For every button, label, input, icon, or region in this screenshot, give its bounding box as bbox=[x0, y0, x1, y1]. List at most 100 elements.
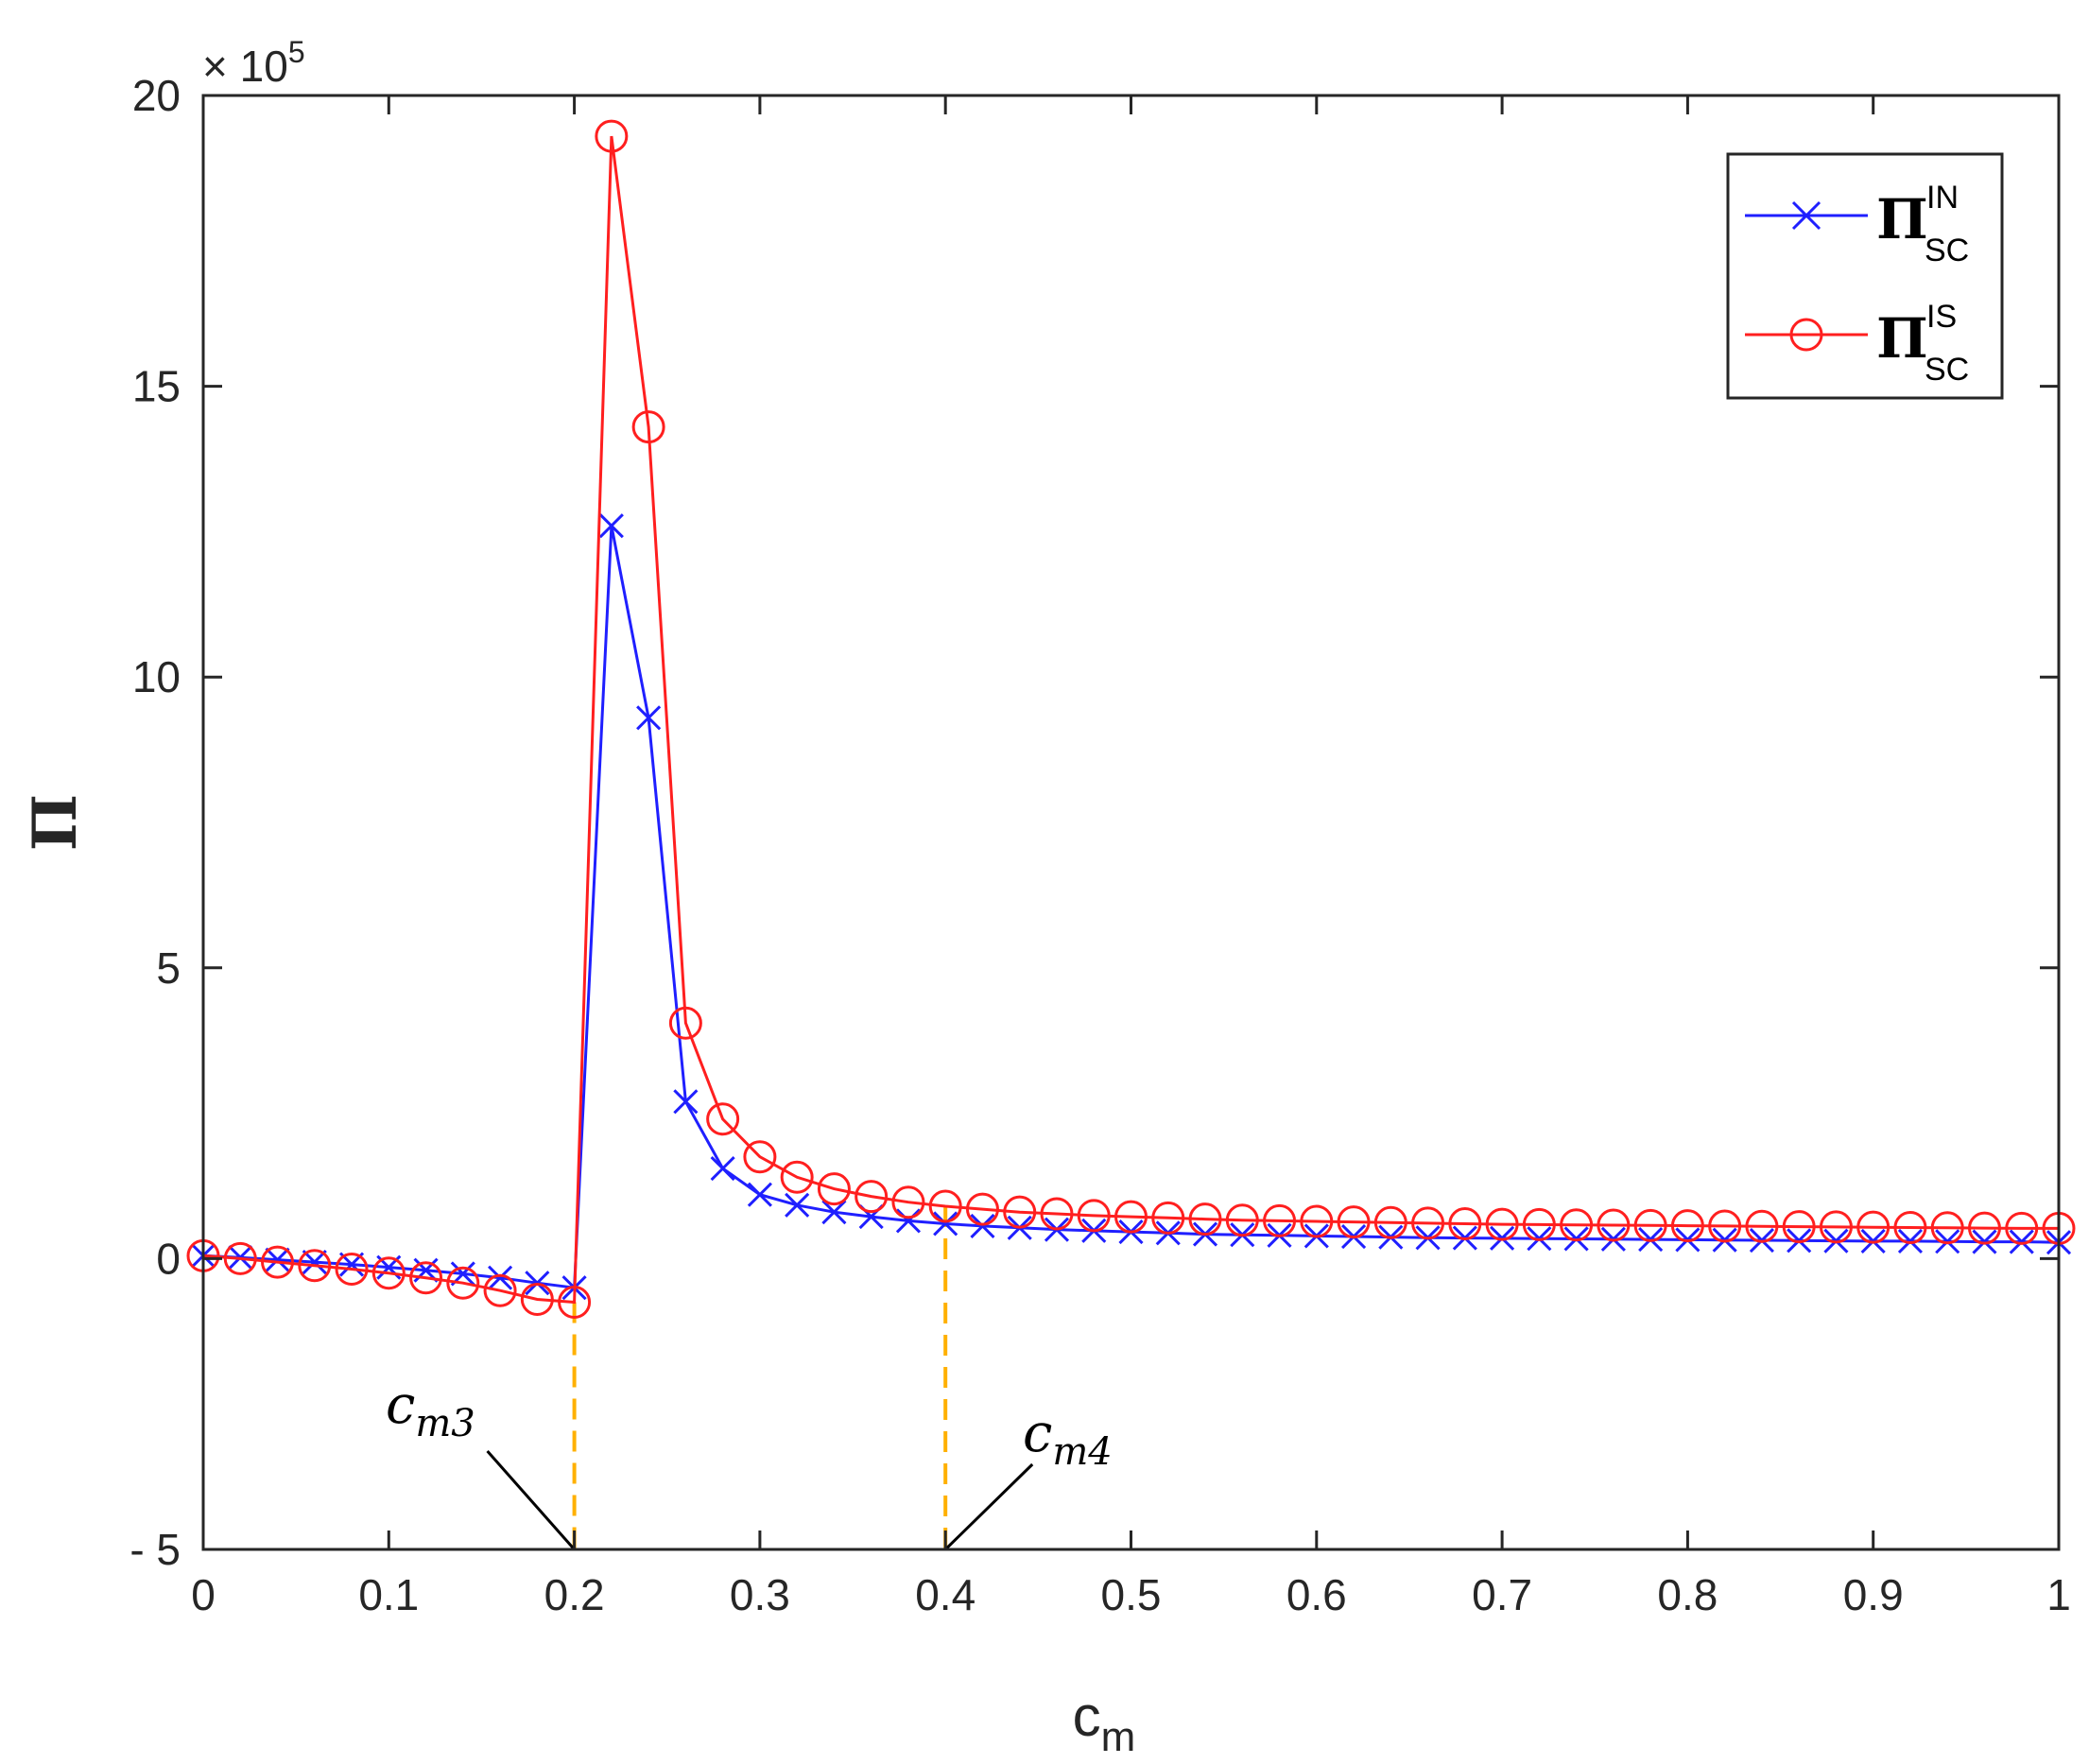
data-point-o bbox=[1560, 1208, 1594, 1242]
y-axis-label: Π bbox=[20, 794, 91, 851]
x-axis-label: cm bbox=[1073, 1685, 1136, 1760]
y-tick-label: 0 bbox=[156, 1234, 181, 1283]
annotations bbox=[486, 1206, 1034, 1551]
data-point-x bbox=[1935, 1229, 1960, 1254]
y-multiplier-base: × 10 bbox=[202, 42, 288, 91]
data-point-x-stroke bbox=[265, 1247, 290, 1272]
legend: ΠIN SC ΠIS SC bbox=[1726, 152, 2004, 400]
data-point-o bbox=[2005, 1211, 2039, 1245]
legend-label-in-sub: SC bbox=[1925, 233, 1969, 268]
data-point-o bbox=[335, 1252, 369, 1286]
data-point-x-stroke bbox=[598, 513, 624, 539]
y-multiplier-exp: 5 bbox=[288, 35, 305, 69]
legend-label-in-sup: IN bbox=[1926, 180, 1959, 216]
legend-marker-o bbox=[1789, 318, 1823, 352]
data-point-x-stroke bbox=[1972, 1229, 1997, 1254]
data-point-x-stroke bbox=[970, 1213, 995, 1239]
data-point-o bbox=[965, 1192, 999, 1226]
data-point-o bbox=[1633, 1208, 1667, 1242]
data-point-x bbox=[785, 1192, 810, 1218]
data-point-x-stroke bbox=[785, 1192, 810, 1218]
annotation-cm3-base: c bbox=[386, 1375, 415, 1436]
data-point-x bbox=[636, 705, 662, 731]
data-point-x-stroke bbox=[1897, 1228, 1924, 1254]
data-point-o bbox=[1930, 1211, 1964, 1245]
y-tick-label: 20 bbox=[132, 71, 181, 120]
annotation-cm4-base: c bbox=[1023, 1403, 1052, 1464]
data-point-o bbox=[1670, 1209, 1704, 1243]
data-point-o bbox=[631, 410, 665, 444]
data-point-x bbox=[710, 1155, 735, 1182]
data-point-x bbox=[1972, 1229, 1997, 1254]
data-point-x-stroke bbox=[636, 705, 662, 731]
data-point-o bbox=[409, 1261, 443, 1295]
x-axis-label-base: c bbox=[1073, 1685, 1101, 1748]
data-point-o bbox=[891, 1185, 925, 1219]
data-point-o bbox=[668, 1006, 702, 1040]
data-point-o bbox=[223, 1241, 257, 1275]
data-point-o bbox=[1745, 1209, 1779, 1243]
data-point-o bbox=[1485, 1207, 1519, 1241]
data-point-x-stroke bbox=[302, 1250, 327, 1275]
legend-label-in-main: Π bbox=[1876, 187, 1928, 251]
data-point-x-stroke bbox=[673, 1089, 699, 1115]
data-point-o bbox=[706, 1102, 740, 1136]
data-point-o bbox=[1188, 1202, 1222, 1237]
data-point-x bbox=[302, 1250, 327, 1275]
data-point-x bbox=[933, 1211, 958, 1237]
legend-label-is-main: Π bbox=[1876, 306, 1928, 371]
data-point-x bbox=[895, 1208, 922, 1234]
data-point-x bbox=[673, 1089, 699, 1115]
data-point-x bbox=[747, 1182, 772, 1207]
legend-entry-in: ΠIN SC bbox=[1745, 180, 1969, 268]
data-point-o bbox=[817, 1172, 851, 1206]
data-point-o bbox=[928, 1189, 962, 1223]
x-tick-label: 0.5 bbox=[1101, 1570, 1162, 1619]
data-point-o bbox=[1263, 1203, 1297, 1237]
legend-label-in: ΠIN SC bbox=[1876, 180, 1969, 268]
y-tick-label: - 5 bbox=[129, 1525, 181, 1574]
data-point-o bbox=[298, 1249, 332, 1283]
data-point-o bbox=[1819, 1210, 1853, 1244]
data-point-o bbox=[1597, 1208, 1631, 1242]
data-point-x-stroke bbox=[1935, 1229, 1960, 1254]
data-point-x bbox=[970, 1213, 995, 1239]
legend-box bbox=[1726, 152, 2004, 400]
data-point-o bbox=[1856, 1210, 1890, 1244]
data-point-o bbox=[1114, 1200, 1148, 1234]
data-point-x-stroke bbox=[933, 1211, 958, 1237]
data-point-o bbox=[1708, 1209, 1742, 1243]
leader-line-cm4 bbox=[944, 1462, 1034, 1551]
data-point-o bbox=[1967, 1211, 2001, 1245]
data-point-o bbox=[1522, 1207, 1556, 1241]
data-point-o bbox=[261, 1245, 295, 1279]
y-tick-label: 10 bbox=[132, 652, 181, 701]
data-point-o bbox=[558, 1286, 592, 1320]
x-tick-label: 0.4 bbox=[915, 1570, 975, 1619]
data-point-x-stroke bbox=[821, 1200, 847, 1225]
data-point-x bbox=[2009, 1229, 2034, 1254]
x-tick-label: 0.1 bbox=[358, 1570, 419, 1619]
annotation-cm4-sub: m4 bbox=[1052, 1430, 1112, 1474]
data-point-x bbox=[1897, 1228, 1924, 1254]
data-point-x-stroke bbox=[895, 1208, 922, 1234]
x-tick-label: 0.2 bbox=[544, 1570, 605, 1619]
data-point-x bbox=[821, 1200, 847, 1225]
data-point-o bbox=[1040, 1197, 1074, 1231]
data-point-x-stroke bbox=[710, 1155, 735, 1182]
data-point-o bbox=[1782, 1210, 1816, 1244]
data-point-o bbox=[483, 1273, 517, 1307]
x-tick-label: 0.3 bbox=[730, 1570, 790, 1619]
annotation-cm3: cm3 bbox=[386, 1375, 475, 1445]
series-line-is bbox=[202, 135, 2059, 1305]
annotation-cm3-sub: m3 bbox=[415, 1402, 475, 1445]
y-tick-label: 5 bbox=[156, 943, 181, 993]
legend-label-is-sup: IS bbox=[1926, 299, 1957, 335]
x-tick-label: 0 bbox=[191, 1570, 216, 1619]
data-point-o bbox=[1077, 1199, 1111, 1233]
data-point-x bbox=[488, 1265, 513, 1290]
x-tick-label: 0.6 bbox=[1286, 1570, 1347, 1619]
y-multiplier: × 105 bbox=[202, 35, 305, 91]
legend-label-is: ΠIS SC bbox=[1876, 299, 1969, 388]
